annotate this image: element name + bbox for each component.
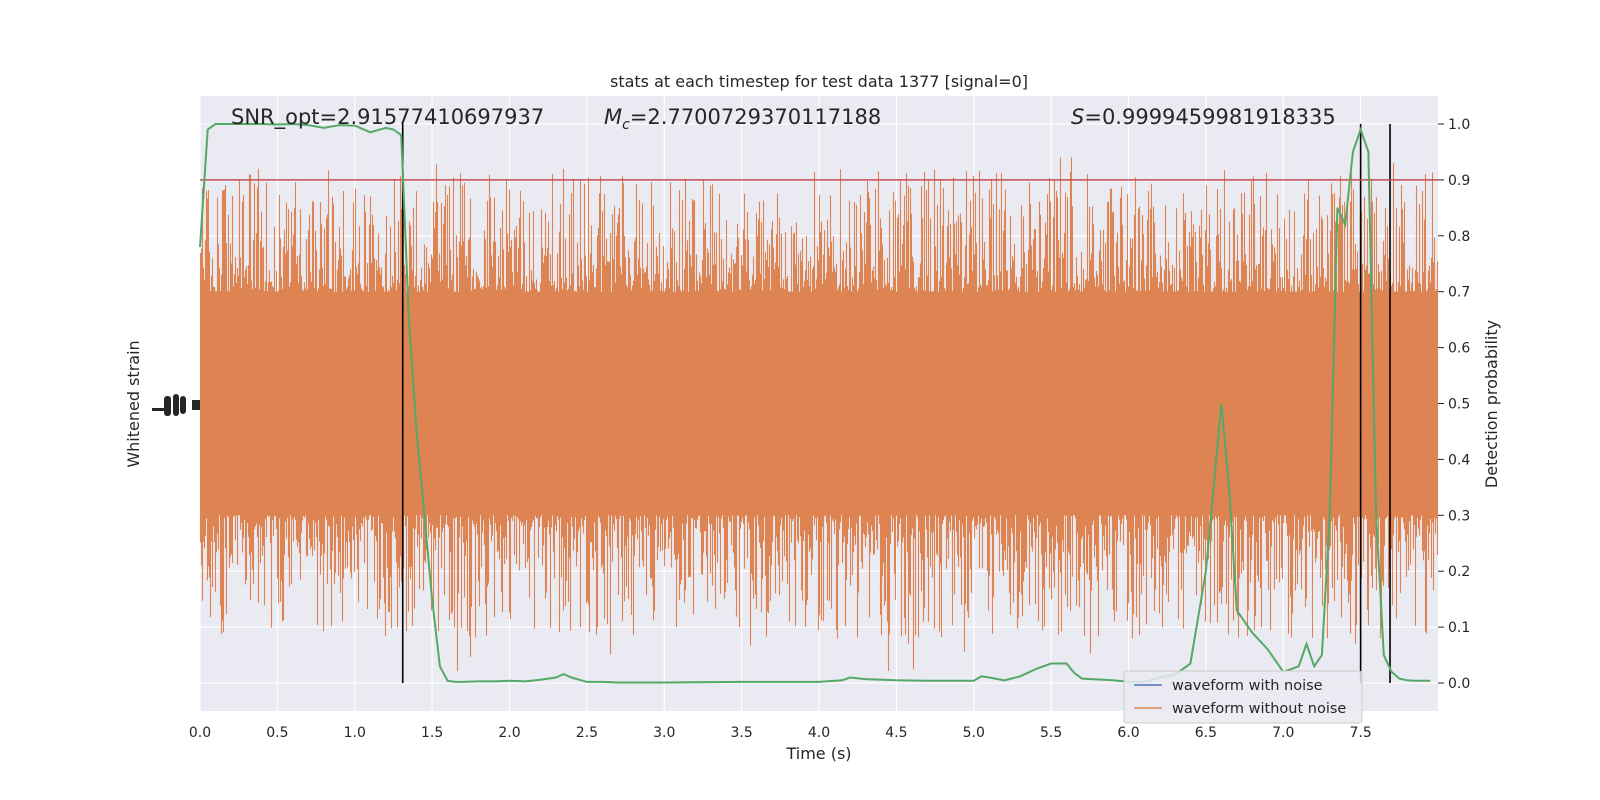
y-right-tick-label: 0.0	[1448, 676, 1470, 692]
x-tick-label: 2.5	[576, 725, 598, 741]
legend-label-without-noise: waveform without noise	[1172, 701, 1346, 717]
y-right-tick-label: 0.6	[1448, 341, 1470, 357]
legend: waveform with noise waveform without noi…	[1123, 670, 1363, 724]
y-right-tick-label: 0.7	[1448, 285, 1470, 301]
x-tick-label: 6.5	[1195, 725, 1217, 741]
x-axis-ticks: 0.0 0.5 1.0 1.5 2.0 2.5 3.0 3.5 4.0 4.5 5.0 5.5 6.0 6…	[189, 725, 1372, 741]
y-right-tick-label: 0.9	[1448, 173, 1470, 189]
x-tick-label: 6.0	[1117, 725, 1139, 741]
y-right-tick-label: 0.8	[1448, 229, 1470, 245]
detection-probability-line	[199, 122, 1431, 684]
y-left-cluttered-ticks	[152, 394, 200, 416]
x-tick-label: 4.0	[808, 725, 830, 741]
y-right-tick-label: 0.2	[1448, 564, 1470, 580]
y-right-tick-label: 0.4	[1448, 452, 1470, 468]
waveform-without-noise-series	[199, 157, 1439, 672]
y-right-axis-ticks: 0.0 0.1 0.2 0.3 0.4 0.5 0.6 0.7 0.8 0.9 1.0	[1438, 117, 1470, 692]
legend-box	[1123, 670, 1363, 724]
chart-title: stats at each timestep for test data 137…	[610, 72, 1028, 91]
x-axis-label: Time (s)	[785, 744, 851, 763]
x-tick-label: 0.0	[189, 725, 211, 741]
legend-label-with-noise: waveform with noise	[1172, 678, 1323, 694]
score-annotation: S=0.9999459981918335	[1071, 105, 1336, 129]
chirp-mass-annotation: Mc=2.7700729370117188	[604, 105, 881, 133]
y-right-tick-label: 0.3	[1448, 508, 1470, 524]
x-tick-label: 3.0	[653, 725, 675, 741]
x-tick-label: 4.5	[885, 725, 907, 741]
x-tick-label: 7.0	[1272, 725, 1294, 741]
x-tick-label: 0.5	[266, 725, 288, 741]
x-tick-label: 2.0	[498, 725, 520, 741]
y-right-tick-label: 0.5	[1448, 397, 1470, 413]
noise-spikes	[199, 157, 1439, 672]
y-right-tick-label: 1.0	[1448, 117, 1470, 133]
x-tick-label: 5.5	[1040, 725, 1062, 741]
y-right-tick-label: 0.1	[1448, 620, 1470, 636]
y-right-axis-label: Detection probability	[1482, 320, 1501, 488]
x-tick-label: 7.5	[1349, 725, 1371, 741]
x-tick-label: 1.5	[421, 725, 443, 741]
y-left-axis-label: Whitened strain	[124, 340, 143, 467]
x-tick-label: 1.0	[344, 725, 366, 741]
x-tick-label: 3.5	[730, 725, 752, 741]
vertical-markers	[401, 123, 1391, 684]
x-tick-label: 5.0	[963, 725, 985, 741]
snr-annotation: SNR_opt=2.91577410697937	[231, 105, 544, 130]
